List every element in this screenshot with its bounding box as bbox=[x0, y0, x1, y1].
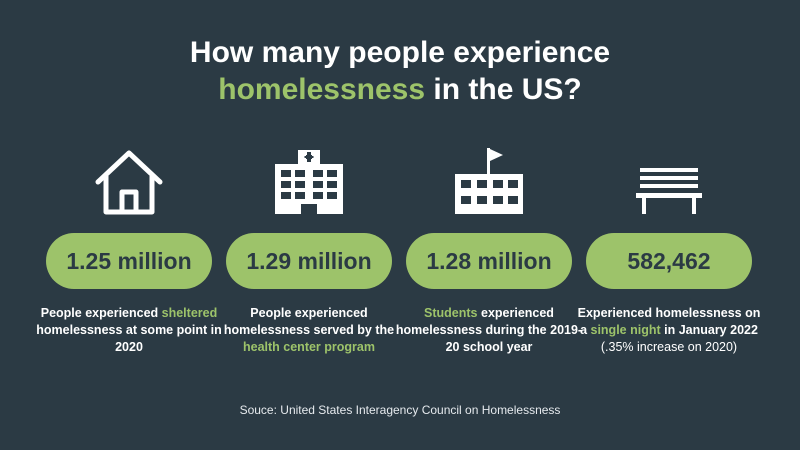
stat-description: Students experienced homelessness during… bbox=[395, 306, 583, 354]
title-line-1: How many people experience bbox=[189, 36, 611, 69]
stat-value: 1.28 million bbox=[406, 233, 572, 289]
source-note: Souce: United States Interagency Council… bbox=[239, 403, 561, 417]
stat-column-students: 1.28 million Students experienced homele… bbox=[396, 140, 582, 356]
title-line-2: homelessness in the US? bbox=[0, 71, 800, 108]
title-accent: homelessness bbox=[218, 73, 426, 106]
stat-description: Experienced homelessness on a single nig… bbox=[577, 306, 761, 354]
stat-description: People experienced homelessness served b… bbox=[223, 306, 395, 354]
school-icon bbox=[451, 140, 527, 216]
stat-column-health-center: 1.29 million People experienced homeless… bbox=[224, 140, 394, 356]
title-rest: in the US? bbox=[425, 73, 582, 106]
desc-accent: sheltered bbox=[161, 306, 218, 320]
stat-value: 1.25 million bbox=[46, 233, 212, 289]
stat-description: People experienced sheltered homelessnes… bbox=[36, 306, 222, 354]
page-title: How many people experience homelessness … bbox=[0, 34, 800, 108]
desc-accent: single night bbox=[590, 323, 661, 337]
stat-column-sheltered: 1.25 million People experienced sheltere… bbox=[36, 140, 222, 356]
house-icon bbox=[91, 140, 167, 216]
desc-note: (.35% increase on 2020) bbox=[600, 340, 738, 354]
hospital-icon bbox=[271, 140, 347, 216]
stat-column-single-night: 582,462 Experienced homelessness on a si… bbox=[578, 140, 760, 356]
bench-icon bbox=[631, 140, 707, 216]
desc-accent: Students bbox=[424, 306, 478, 320]
stat-value: 1.29 million bbox=[226, 233, 392, 289]
desc-accent: health center program bbox=[243, 340, 375, 354]
stat-value: 582,462 bbox=[586, 233, 752, 289]
